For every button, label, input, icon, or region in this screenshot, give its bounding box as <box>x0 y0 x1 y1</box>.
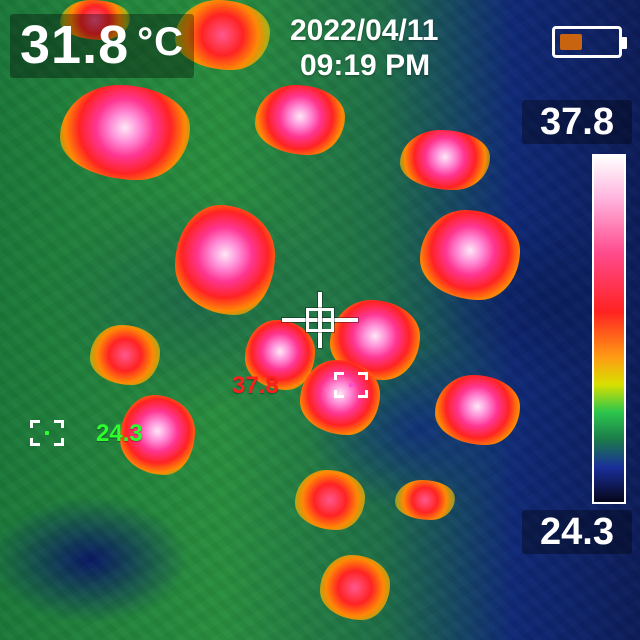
battery-level <box>560 34 582 50</box>
temperature-unit: °C <box>137 20 184 64</box>
hot-spot-label: 37.8 <box>232 374 279 398</box>
time-text: 09:19 PM <box>300 49 439 84</box>
date-text: 2022/04/11 <box>290 14 439 49</box>
center-temperature-value: 31.8 <box>20 15 129 75</box>
timestamp: 2022/04/11 09:19 PM <box>290 14 439 83</box>
heat-blob <box>395 480 455 520</box>
color-scale-bar <box>592 154 626 504</box>
hot-spot-marker-icon <box>334 372 368 398</box>
heat-blob <box>320 555 390 620</box>
scale-min-label: 24.3 <box>522 510 632 554</box>
heat-blob <box>175 205 275 315</box>
heat-blob <box>90 325 160 385</box>
heat-blob <box>400 130 490 190</box>
heat-blob <box>435 375 520 445</box>
heat-blob <box>60 85 190 180</box>
heat-blob <box>295 470 365 530</box>
heat-blob <box>420 210 520 300</box>
center-crosshair-icon <box>282 292 358 348</box>
cold-spot-marker-icon <box>30 420 64 446</box>
center-temperature-readout: 31.8 °C <box>10 14 194 78</box>
crosshair-box <box>306 308 334 332</box>
cold-spot-label: 24.3 <box>96 422 143 446</box>
battery-icon <box>552 26 622 58</box>
heat-blob <box>255 85 345 155</box>
scale-max-label: 37.8 <box>522 100 632 144</box>
